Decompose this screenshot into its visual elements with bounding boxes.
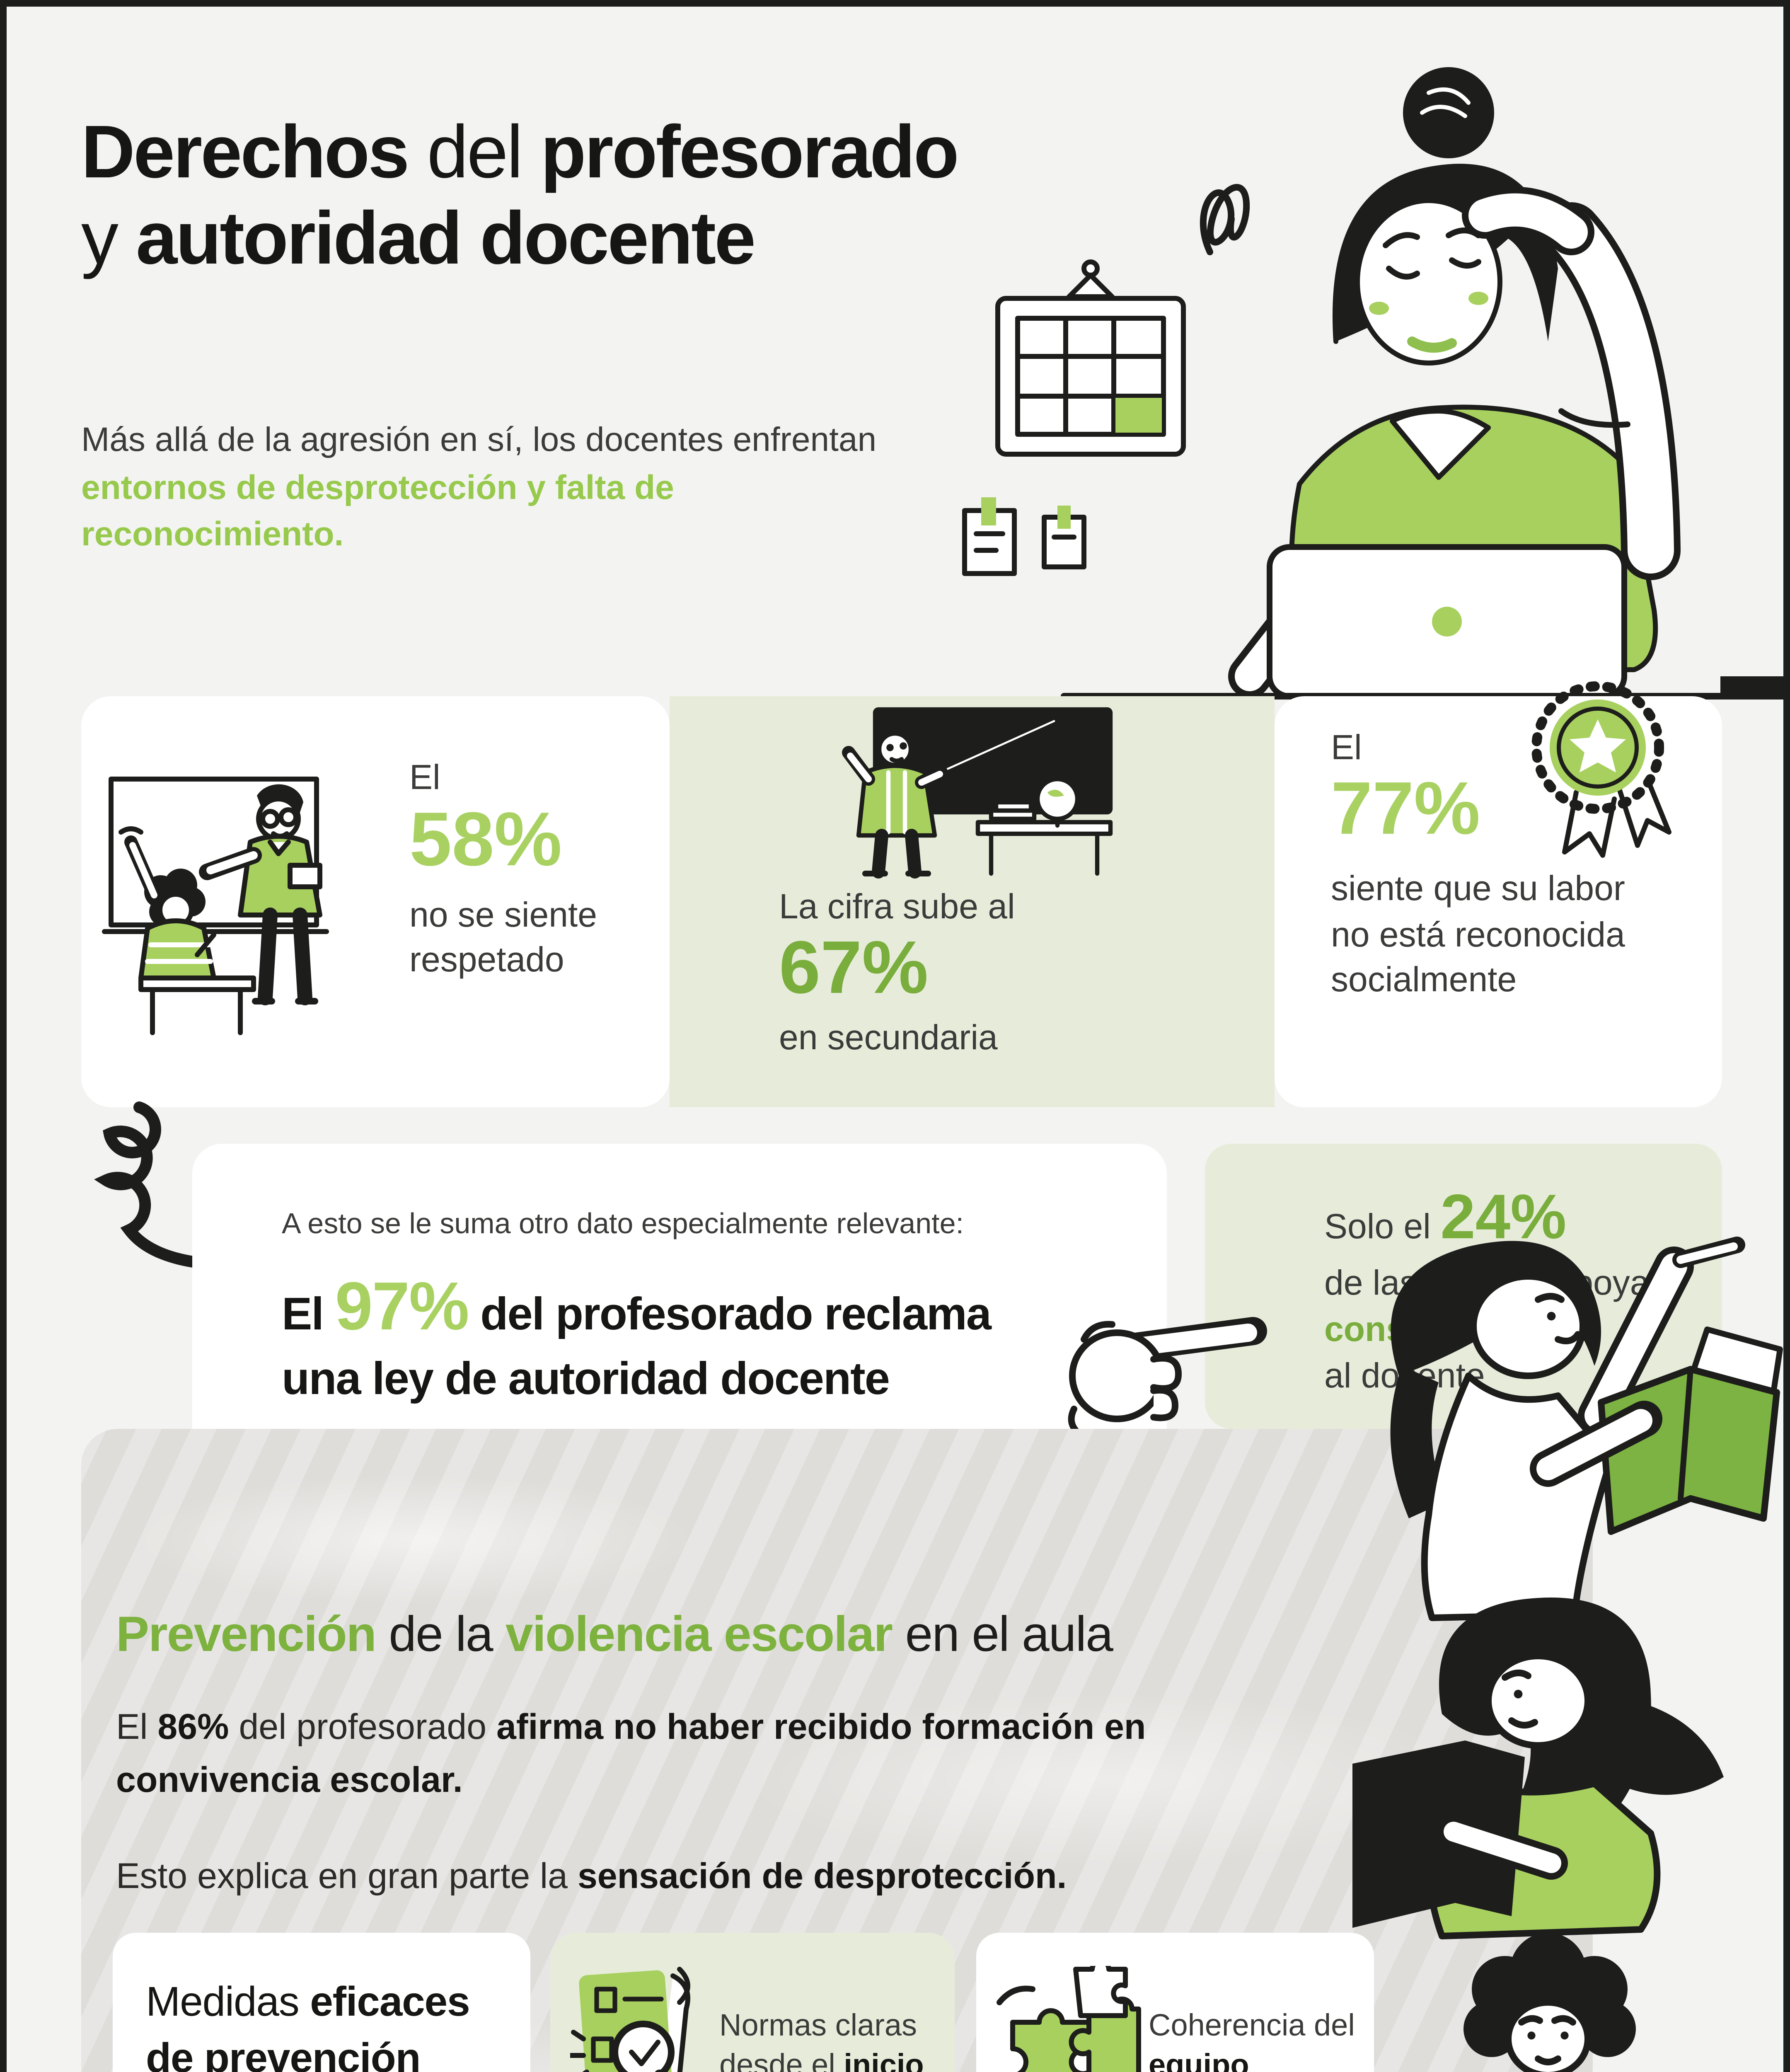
pointing-hand-icon [1068, 1317, 1267, 1435]
title-line-2: y autoridad docente [81, 196, 756, 281]
stressed-teacher-laptop-illustration [962, 67, 1790, 700]
prevention-heading: Prevención de la violencia escolar en el… [116, 1608, 1113, 1663]
stat-label: El [409, 759, 440, 797]
card-coherencia: Coherencia del equipo docente [976, 1933, 1374, 2072]
reading-people-illustration [1352, 1237, 1783, 2072]
title-line-1: Derechos del profesorado [81, 109, 959, 194]
stat-desc: no se siente respetado [409, 896, 597, 980]
card-text: Coherencia del equipo docente [1149, 2007, 1355, 2072]
stat-value: 58% [409, 796, 562, 882]
checklist-magnifier-icon [570, 1967, 690, 2072]
subtitle: Más allá de la agresión en sí, los docen… [81, 421, 877, 554]
card-normas-claras: Normas claras desde el inicio [550, 1933, 955, 2072]
card-text: Normas claras desde el inicio [719, 2007, 924, 2072]
claim-statement: El 97% del profesorado reclama una ley d… [282, 1268, 992, 1405]
stat-77-text: El 77% siente que su labor no está recon… [1331, 729, 1625, 1005]
stat-67-text: La cifra sube al 67% en secundaria [779, 888, 1015, 1057]
claim-intro: A esto se le suma otro dato especialment… [282, 1207, 964, 1240]
stat-desc: siente que su labor no está reconocida s… [1331, 869, 1625, 1000]
stat-card-67: La cifra sube al 67% en secundaria [670, 696, 1275, 1107]
measures-title: Medidas eficaces de prevención [146, 1979, 470, 2072]
stat-card-58: El 58% no se siente respetado [81, 696, 670, 1107]
award-rosette-icon [1531, 681, 1671, 858]
measures-title-card: Medidas eficaces de prevención [113, 1933, 530, 2072]
stat-58-text: El 58% no se siente respetado [409, 759, 597, 983]
claim-card: A esto se le suma otro dato especialment… [192, 1144, 1167, 1484]
classroom-illustration [102, 777, 329, 1035]
prevention-paragraph-1: El 86% del profesorado afirma no haber r… [116, 1707, 1146, 1801]
stat-card-77: El 77% siente que su labor no está recon… [1275, 681, 1722, 1107]
teacher-blackboard-illustration [842, 707, 1113, 879]
page-title: Derechos del profesorado y autoridad doc… [81, 109, 959, 283]
puzzle-icon [997, 1966, 1141, 2072]
prevention-paragraph-2: Esto explica en gran parte la sensación … [116, 1857, 1067, 1896]
scribble-icon [1200, 184, 1250, 255]
